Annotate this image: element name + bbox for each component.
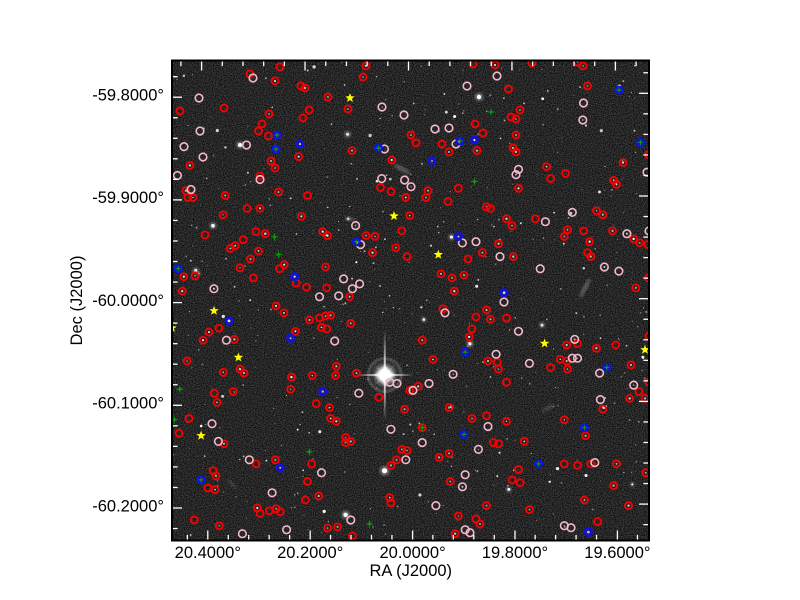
svg-text:RA (J2000): RA (J2000) <box>370 562 453 580</box>
svg-text:20.4000°: 20.4000° <box>175 544 241 562</box>
svg-text:20.2000°: 20.2000° <box>277 544 343 562</box>
svg-text:-60.2000°: -60.2000° <box>92 497 164 515</box>
svg-text:Dec (J2000): Dec (J2000) <box>68 256 86 346</box>
svg-text:-60.0000°: -60.0000° <box>92 292 164 310</box>
svg-text:20.0000°: 20.0000° <box>379 544 445 562</box>
svg-text:19.8000°: 19.8000° <box>482 544 548 562</box>
svg-text:-59.9000°: -59.9000° <box>92 189 164 207</box>
svg-text:-60.1000°: -60.1000° <box>92 395 164 413</box>
svg-text:-59.8000°: -59.8000° <box>92 87 164 105</box>
svg-text:19.6000°: 19.6000° <box>584 544 650 562</box>
